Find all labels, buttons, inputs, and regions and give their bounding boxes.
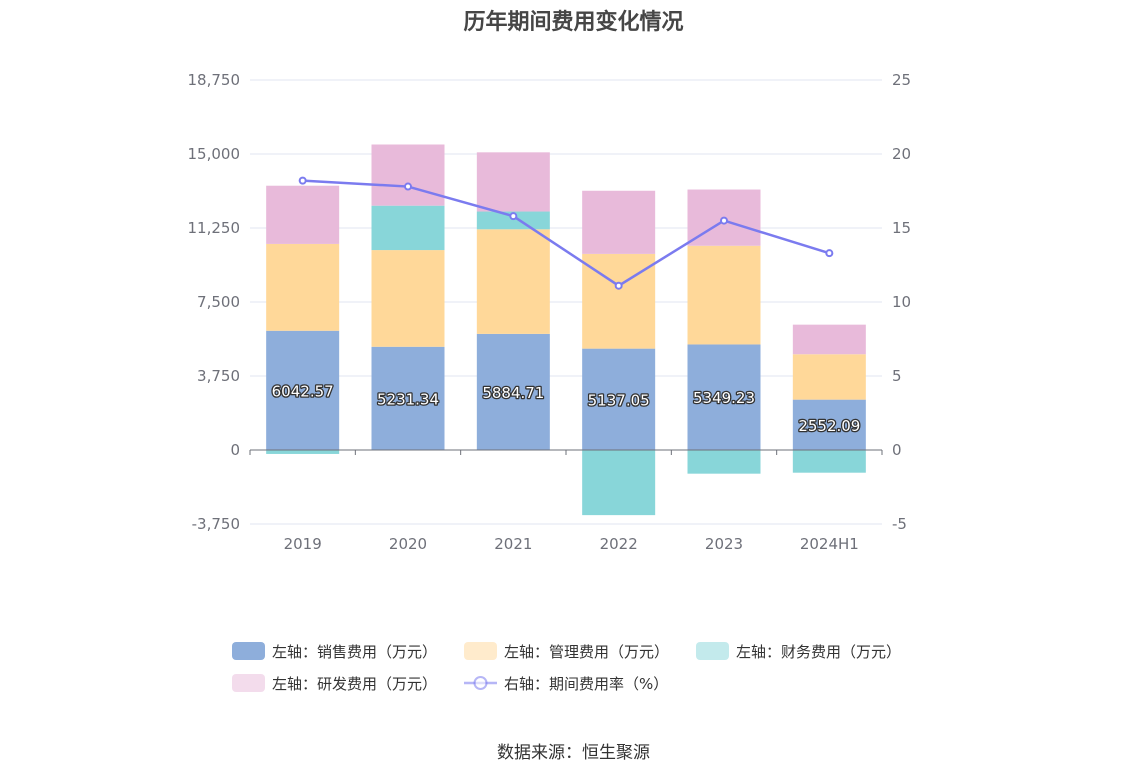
bar-2021-s3 [476,152,550,212]
right-tick-label: 0 [892,441,902,459]
rate-point-2021 [509,212,518,221]
x-tick-label: 2020 [389,535,427,553]
rate-line-path [302,179,830,288]
right-tick-label: -5 [892,515,907,533]
right-tick-label: 10 [892,293,911,311]
bar-value-label: 5349.23 [693,389,755,407]
rate-point-2020 [404,182,412,191]
x-tick-label: 2022 [600,535,638,553]
legend-swatch [696,642,729,660]
left-tick-label: 11,250 [188,219,241,237]
bar-2022-s0 [582,348,656,450]
left-tick-label: 18,750 [188,71,241,89]
grid [250,79,882,525]
right-tick-label: 15 [892,219,911,237]
bar-value-label: 5137.05 [588,391,650,409]
legend-marker-icon [473,676,488,690]
chart-title: 历年期间费用变化情况 [463,10,684,35]
right-tick-label: 20 [892,145,911,163]
bar-2020-s1 [371,250,445,347]
right-axis: -5 0 5 10 15 20 25 [892,71,911,533]
bar-2024H1-s2 [792,450,866,473]
x-axis [249,449,883,455]
legend-item-label: 左轴：财务费用（万元） [736,643,901,661]
bar-2022-s2 [582,450,656,516]
left-tick-label: 7,500 [197,293,240,311]
left-tick-label: 0 [230,441,240,459]
x-tick-label: 2021 [494,535,532,553]
rate-point-2022 [614,281,623,290]
rate-point-2023 [720,216,728,225]
legend-swatch [232,674,265,692]
bar-value-label: 5231.34 [377,390,439,408]
bar-2020-s3 [371,144,445,206]
rate-point-2024H1 [825,249,834,258]
legend-swatch [464,642,497,660]
x-tick-label: 2019 [284,535,322,553]
legend: 左轴：销售费用（万元） 左轴：管理费用（万元） 左轴：财务费用（万元） 左轴：研发费用… [232,642,901,693]
x-tick-label: 2023 [705,535,743,553]
bar-2021-s2 [476,211,550,230]
bar-2019-s0 [266,330,340,450]
bar-2024H1-s0 [792,399,866,450]
rate-line [298,176,834,290]
bar-2023-s2 [687,450,761,474]
bar-2022-s3 [582,190,656,254]
bar-value-label: 5884.71 [482,384,544,402]
bar-labels: 6042.57 5231.34 5884.71 5137.05 5349.23 2552.… [270,381,861,436]
x-tick-label: 2024H1 [800,535,859,553]
right-tick-label: 25 [892,71,911,89]
left-tick-label: 15,000 [188,145,241,163]
legend-item-label: 左轴：销售费用（万元） [272,643,437,661]
bars [266,144,866,516]
bar-2023-s0 [687,344,761,450]
left-axis: -3,750 0 3,750 7,500 11,250 15,000 18,750 [188,71,241,533]
left-tick-label: -3,750 [192,515,240,533]
bar-2020-s0 [371,346,445,450]
bar-2019-s1 [266,243,340,331]
bar-2024H1-s3 [792,324,866,355]
bar-2019-s3 [266,185,340,244]
bar-2024H1-s1 [792,354,866,400]
bar-2021-s1 [476,229,550,334]
legend-item-label: 右轴：期间费用率（%） [504,675,668,693]
left-tick-label: 3,750 [197,367,240,385]
legend-swatch [232,642,265,660]
bar-2020-s2 [371,205,445,251]
legend-item-label: 左轴：管理费用（万元） [504,643,669,661]
bar-2023-s1 [687,245,761,345]
bar-value-label: 6042.57 [272,382,334,400]
bar-value-label: 2552.09 [798,417,860,435]
legend-item-label: 左轴：研发费用（万元） [272,675,437,693]
source-note: 数据来源：恒生聚源 [497,743,650,763]
rate-point-2019 [298,176,307,185]
x-axis-ticks: 2019 2020 2021 2022 2023 2024H1 [284,535,859,553]
bar-2019-s2 [266,450,340,454]
bar-2021-s0 [476,333,550,450]
right-tick-label: 5 [892,367,902,385]
